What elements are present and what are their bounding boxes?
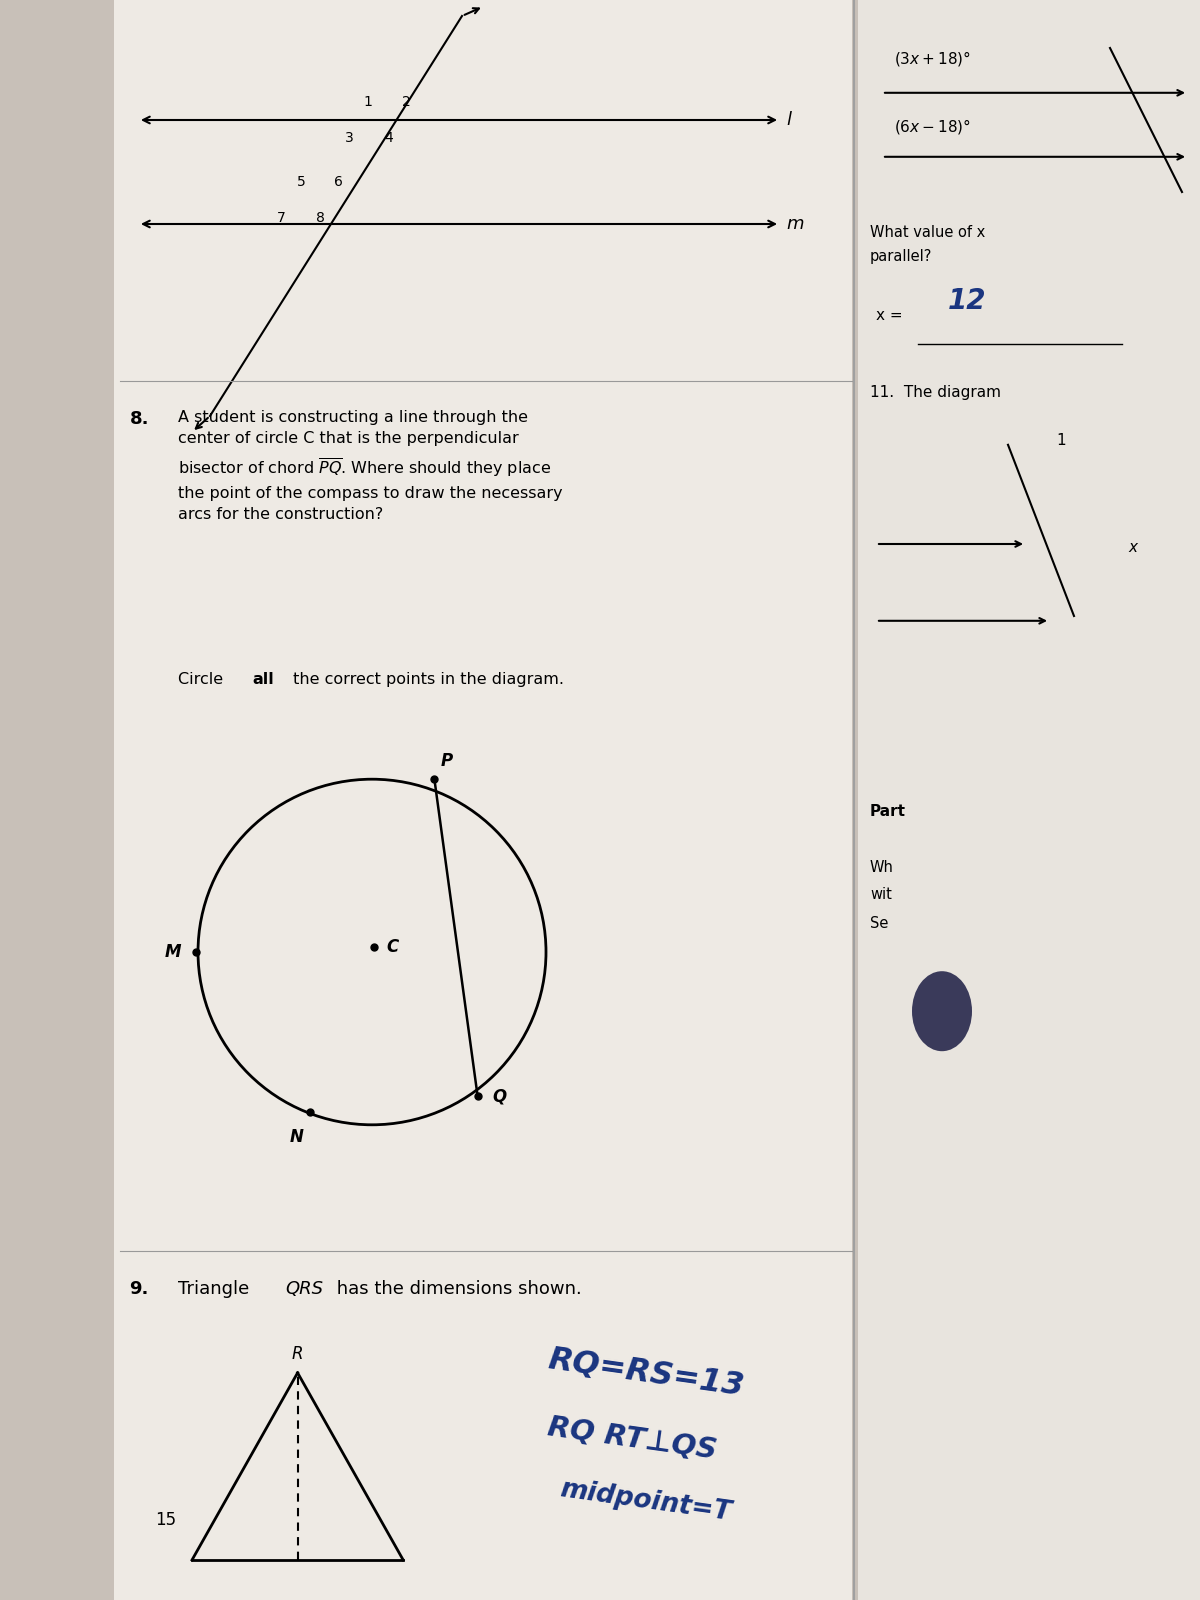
- Text: M: M: [164, 942, 181, 962]
- Text: l: l: [786, 110, 791, 130]
- Text: What value of x: What value of x: [870, 224, 985, 240]
- Text: Part: Part: [870, 803, 906, 819]
- Text: RQ RT⊥QS: RQ RT⊥QS: [546, 1414, 719, 1466]
- Text: N: N: [289, 1128, 304, 1146]
- Text: Circle: Circle: [178, 672, 228, 686]
- Text: Se: Se: [870, 915, 888, 931]
- Circle shape: [912, 971, 972, 1051]
- Text: P: P: [440, 752, 452, 770]
- Text: QRS: QRS: [286, 1280, 324, 1298]
- Text: 1: 1: [364, 94, 372, 109]
- Bar: [858, 0, 1200, 1600]
- Text: wit: wit: [870, 886, 892, 902]
- Text: R: R: [292, 1346, 304, 1363]
- Text: all: all: [252, 672, 274, 686]
- Text: parallel?: parallel?: [870, 248, 932, 264]
- Text: $(3x + 18)°$: $(3x + 18)°$: [894, 50, 971, 69]
- Text: 8.: 8.: [130, 410, 149, 427]
- Text: 9.: 9.: [130, 1280, 149, 1298]
- Text: 15: 15: [155, 1510, 176, 1530]
- Text: 3: 3: [346, 131, 354, 146]
- Text: $(6x - 18)°$: $(6x - 18)°$: [894, 117, 971, 136]
- Text: 5: 5: [298, 174, 306, 189]
- Text: 4: 4: [384, 131, 392, 146]
- Text: RQ=RS=13: RQ=RS=13: [546, 1344, 746, 1402]
- Text: x =: x =: [876, 307, 907, 323]
- Text: 11.  The diagram: 11. The diagram: [870, 384, 1001, 400]
- Text: 12: 12: [948, 286, 986, 315]
- Text: 7: 7: [277, 211, 286, 226]
- Text: Wh: Wh: [870, 861, 894, 875]
- Text: has the dimensions shown.: has the dimensions shown.: [331, 1280, 582, 1298]
- Text: 2: 2: [402, 94, 410, 109]
- Text: the correct points in the diagram.: the correct points in the diagram.: [288, 672, 564, 686]
- Bar: [114, 0, 852, 1600]
- Text: 8: 8: [316, 211, 324, 226]
- Text: x: x: [1128, 541, 1138, 555]
- Text: C: C: [386, 938, 398, 957]
- Text: 1: 1: [1056, 434, 1066, 448]
- Text: 6: 6: [334, 174, 342, 189]
- Text: Triangle: Triangle: [178, 1280, 254, 1298]
- Text: A student is constructing a line through the
center of circle C that is the perp: A student is constructing a line through…: [178, 410, 563, 522]
- Text: Q: Q: [492, 1086, 506, 1106]
- Text: midpoint=T: midpoint=T: [558, 1477, 733, 1526]
- Text: m: m: [786, 214, 804, 234]
